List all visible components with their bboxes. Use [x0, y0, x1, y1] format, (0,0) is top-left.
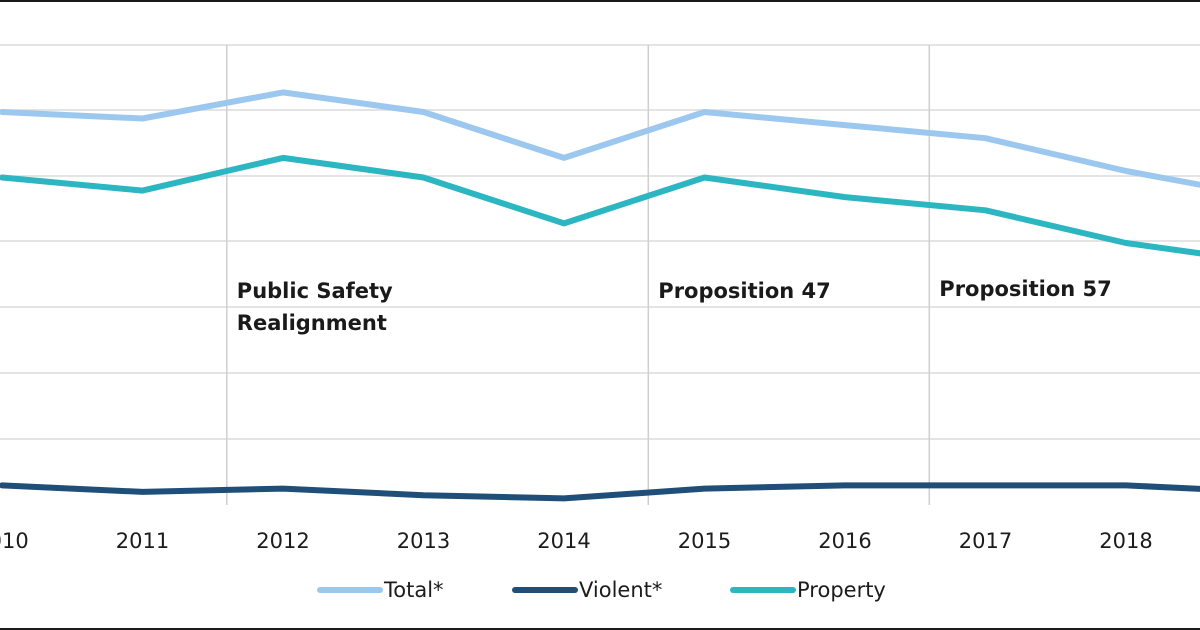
annotation-labels: Public Safety Realignment Proposition 47 Pr…	[237, 277, 1112, 335]
x-tick-label: 2015	[678, 529, 731, 553]
x-tick-label: 2014	[537, 529, 590, 553]
annotation-label-1-0: Proposition 47	[658, 279, 830, 303]
legend: Total* Violent* Property	[317, 578, 886, 602]
annotation-label-0-1: Realignment	[237, 311, 387, 335]
annotation-lines	[226, 45, 931, 505]
series-lines	[0, 89, 1200, 502]
annotation-label-0-0: Public Safety	[237, 279, 393, 303]
x-tick-label: 2017	[959, 529, 1012, 553]
gridlines	[0, 44, 1200, 440]
x-tick-label: 2016	[818, 529, 871, 553]
x-tick-label: 2010	[0, 529, 29, 553]
x-tick-label: 2013	[397, 529, 450, 553]
x-tick-label: 2018	[1099, 529, 1152, 553]
series-line-0	[0, 89, 1200, 188]
annotation-label-2-0: Proposition 57	[939, 277, 1111, 301]
legend-label-0: Total*	[383, 578, 444, 602]
series-line-2	[0, 154, 1200, 257]
legend-label-2: Property	[797, 578, 886, 602]
legend-label-1: Violent*	[579, 578, 662, 602]
x-tick-label: 2011	[116, 529, 169, 553]
x-tick-label: 2012	[256, 529, 309, 553]
series-line-1	[0, 482, 1200, 502]
x-axis-ticks: 2010201120122013201420152016201720182019	[0, 529, 1153, 553]
